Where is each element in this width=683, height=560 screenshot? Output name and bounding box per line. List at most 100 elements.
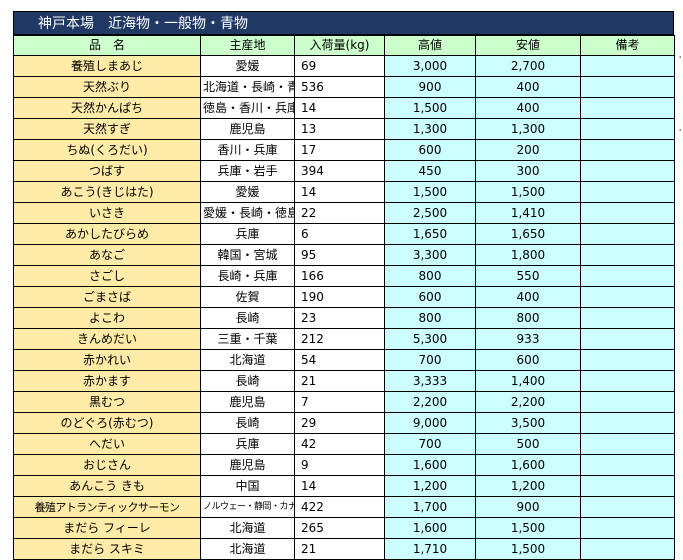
cell-high-price: 1,700 (384, 496, 476, 518)
cell-name: 赤かます (13, 370, 201, 392)
cell-remarks (580, 433, 675, 455)
table-row: あこう(きじはた) 愛媛 14 1,500 1,500 (13, 181, 675, 203)
cell-quantity: 21 (294, 370, 385, 392)
cell-high-price: 800 (384, 265, 476, 287)
cell-quantity: 17 (294, 139, 385, 161)
cell-origin: 鹿児島 (200, 391, 295, 413)
cell-low-price: 400 (475, 97, 581, 119)
cell-high-price: 2,200 (384, 391, 476, 413)
cell-high-price: 5,300 (384, 328, 476, 350)
cell-origin: 長崎 (200, 370, 295, 392)
column-header-name: 品 名 (13, 35, 201, 56)
cell-quantity: 9 (294, 454, 385, 476)
table-row: ちぬ(くろだい) 香川・兵庫 17 600 200 (13, 139, 675, 161)
table-row: 天然すぎ 鹿児島 13 1,300 1,300 (13, 118, 675, 140)
cell-high-price: 3,000 (384, 55, 476, 77)
cell-low-price: 1,600 (475, 454, 581, 476)
cell-high-price: 1,500 (384, 181, 476, 203)
table-row: つばす 兵庫・岩手 394 450 300 (13, 160, 675, 182)
cell-origin: 兵庫 (200, 433, 295, 455)
margin-mark: ' (679, 55, 682, 64)
cell-origin: ノルウェー・静岡・カナダ他 (200, 496, 295, 518)
table-row: いさき 愛媛・長崎・徳島 22 2,500 1,410 (13, 202, 675, 224)
cell-low-price: 800 (475, 307, 581, 329)
cell-quantity: 95 (294, 244, 385, 266)
cell-name: よこわ (13, 307, 201, 329)
cell-quantity: 190 (294, 286, 385, 308)
cell-quantity: 23 (294, 307, 385, 329)
cell-low-price: 1,300 (475, 118, 581, 140)
cell-quantity: 14 (294, 181, 385, 203)
cell-name: まだら スキミ (13, 538, 201, 560)
cell-low-price: 1,400 (475, 370, 581, 392)
cell-high-price: 1,600 (384, 454, 476, 476)
cell-high-price: 1,650 (384, 223, 476, 245)
cell-high-price: 600 (384, 286, 476, 308)
cell-remarks (580, 496, 675, 518)
table-row: 赤かます 長崎 21 3,333 1,400 (13, 370, 675, 392)
cell-name: さごし (13, 265, 201, 287)
cell-quantity: 265 (294, 517, 385, 539)
cell-quantity: 21 (294, 538, 385, 560)
cell-high-price: 1,710 (384, 538, 476, 560)
cell-low-price: 1,500 (475, 181, 581, 203)
cell-quantity: 14 (294, 97, 385, 119)
table-row: きんめだい 三重・千葉 212 5,300 933 (13, 328, 675, 350)
cell-remarks (580, 286, 675, 308)
cell-name: 養殖しまあじ (13, 55, 201, 77)
table-row: あかしたびらめ 兵庫 6 1,650 1,650 (13, 223, 675, 245)
cell-origin: 北海道 (200, 517, 295, 539)
table-row: のどぐろ(赤むつ) 長崎 29 9,000 3,500 (13, 412, 675, 434)
cell-name: あんこう きも (13, 475, 201, 497)
cell-origin: 中国 (200, 475, 295, 497)
cell-origin: 北海道 (200, 349, 295, 371)
cell-remarks (580, 160, 675, 182)
cell-origin: 北海道 (200, 538, 295, 560)
cell-origin: 鹿児島 (200, 454, 295, 476)
cell-quantity: 394 (294, 160, 385, 182)
cell-high-price: 600 (384, 139, 476, 161)
cell-name: 天然すぎ (13, 118, 201, 140)
cell-low-price: 1,410 (475, 202, 581, 224)
sheet-title: 神戸本場 近海物・一般物・青物 (13, 11, 674, 35)
cell-origin: 長崎・兵庫 (200, 265, 295, 287)
cell-origin: 愛媛・長崎・徳島 (200, 202, 295, 224)
header-row: 品 名 主産地 入荷量(kg) 高値 安値 備考 (13, 35, 675, 56)
cell-name: 養殖アトランティックサーモン (13, 496, 201, 518)
table-row: おじさん 鹿児島 9 1,600 1,600 (13, 454, 675, 476)
cell-quantity: 54 (294, 349, 385, 371)
column-header-quantity: 入荷量(kg) (294, 35, 385, 56)
cell-quantity: 22 (294, 202, 385, 224)
cell-low-price: 3,500 (475, 412, 581, 434)
cell-quantity: 212 (294, 328, 385, 350)
cell-high-price: 900 (384, 76, 476, 98)
cell-remarks (580, 244, 675, 266)
cell-remarks (580, 181, 675, 203)
cell-origin: 兵庫 (200, 223, 295, 245)
cell-quantity: 422 (294, 496, 385, 518)
cell-origin: 長崎 (200, 307, 295, 329)
table-row: へだい 兵庫 42 700 500 (13, 433, 675, 455)
table-row: まだら スキミ 北海道 21 1,710 1,500 (13, 538, 675, 560)
cell-name: 赤かれい (13, 349, 201, 371)
cell-low-price: 1,500 (475, 538, 581, 560)
cell-name: ごまさば (13, 286, 201, 308)
cell-name: あかしたびらめ (13, 223, 201, 245)
cell-low-price: 400 (475, 76, 581, 98)
cell-remarks (580, 349, 675, 371)
price-sheet: 神戸本場 近海物・一般物・青物 品 名 主産地 入荷量(kg) 高値 安値 備考… (13, 11, 675, 560)
cell-high-price: 450 (384, 160, 476, 182)
cell-high-price: 3,333 (384, 370, 476, 392)
price-table: 品 名 主産地 入荷量(kg) 高値 安値 備考 養殖しまあじ 愛媛 69 3,000… (13, 35, 675, 560)
cell-low-price: 550 (475, 265, 581, 287)
table-row: さごし 長崎・兵庫 166 800 550 (13, 265, 675, 287)
table-row: 赤かれい 北海道 54 700 600 (13, 349, 675, 371)
cell-remarks (580, 475, 675, 497)
cell-high-price: 9,000 (384, 412, 476, 434)
cell-quantity: 166 (294, 265, 385, 287)
cell-remarks (580, 454, 675, 476)
cell-low-price: 933 (475, 328, 581, 350)
cell-remarks (580, 412, 675, 434)
cell-origin: 三重・千葉 (200, 328, 295, 350)
